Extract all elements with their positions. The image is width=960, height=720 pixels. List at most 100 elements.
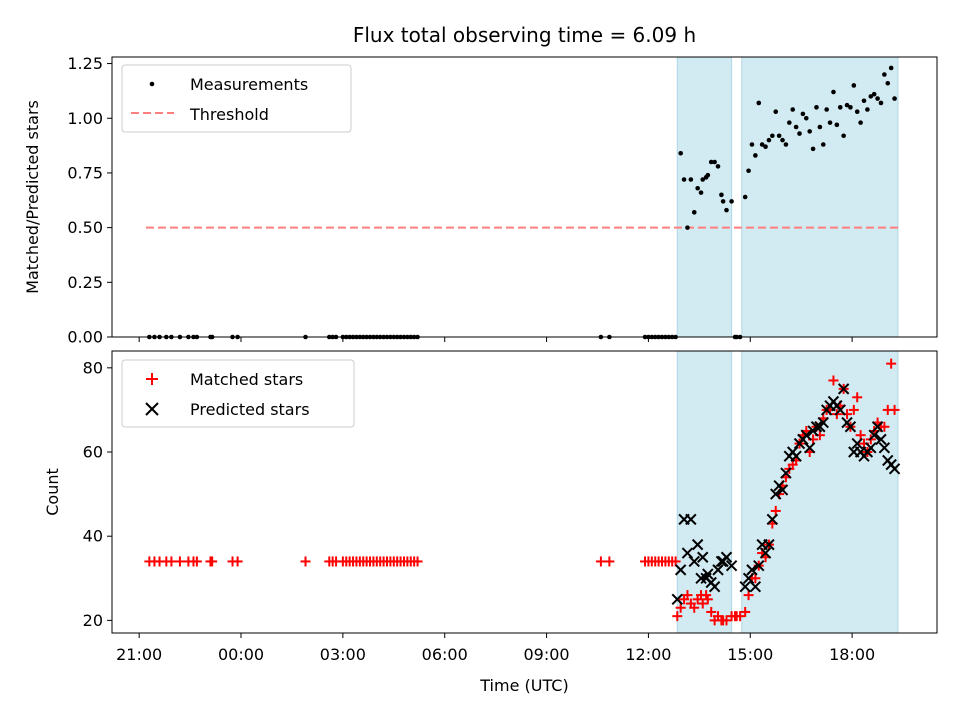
legend-label-predicted: Predicted stars bbox=[190, 400, 310, 419]
measurement-point bbox=[875, 96, 880, 101]
measurement-point bbox=[837, 105, 843, 110]
measurement-point bbox=[787, 120, 792, 125]
shaded-interval-1 bbox=[741, 350, 899, 634]
matched-star-point bbox=[889, 404, 900, 415]
predicted-star-point bbox=[888, 463, 901, 475]
legend-marker-predicted bbox=[145, 402, 159, 416]
matched-star-point bbox=[689, 602, 700, 613]
measurement-point bbox=[678, 150, 683, 156]
matched-star-point bbox=[848, 404, 859, 415]
measurement-point bbox=[865, 107, 870, 112]
top-plot-frame bbox=[111, 56, 938, 338]
measurement-point bbox=[858, 120, 863, 125]
matched-star-point bbox=[721, 615, 732, 626]
matched-star-point bbox=[412, 556, 423, 567]
measurement-point bbox=[800, 111, 806, 117]
matched-star-point bbox=[682, 590, 693, 601]
measurement-point bbox=[749, 142, 755, 147]
chart-title: Flux total observing time = 6.09 h bbox=[353, 23, 696, 47]
matched-star-point bbox=[855, 430, 866, 441]
predicted-star-point bbox=[865, 442, 877, 454]
matched-star-point bbox=[174, 556, 185, 567]
matched-star-point bbox=[672, 611, 683, 622]
matched-star-point bbox=[702, 594, 713, 605]
measurement-point bbox=[871, 91, 877, 97]
predicted-star-point bbox=[759, 547, 772, 559]
predicted-star-point bbox=[766, 513, 779, 526]
measurement-point bbox=[868, 94, 874, 99]
predicted-star-point bbox=[810, 421, 823, 433]
measurement-point bbox=[820, 142, 826, 147]
x-axis-label: Time (UTC) bbox=[479, 676, 568, 695]
top-y-ticks: 0.00 0.25 0.50 0.75 1.00 1.25 bbox=[67, 54, 112, 347]
measurement-point bbox=[885, 80, 891, 86]
x-tick-label: 15:00 bbox=[727, 645, 773, 664]
measurement-point bbox=[691, 210, 697, 215]
matched-star-point bbox=[886, 358, 897, 369]
x-tick-label: 03:00 bbox=[320, 645, 366, 664]
matched-star-point bbox=[743, 590, 754, 601]
measurement-point bbox=[681, 177, 687, 182]
predicted-star-point bbox=[871, 421, 884, 433]
predicted-star-point bbox=[697, 551, 709, 563]
predicted-star-point bbox=[674, 564, 687, 576]
measurement-point bbox=[878, 100, 884, 106]
y-tick-label: 0.25 bbox=[67, 273, 103, 292]
measurement-point bbox=[882, 72, 887, 77]
y-tick-label: 0.75 bbox=[67, 163, 103, 182]
measurement-point bbox=[685, 225, 690, 230]
top-legend: Measurements Threshold bbox=[121, 64, 352, 133]
measurement-point bbox=[708, 159, 714, 165]
measurement-point bbox=[753, 153, 758, 158]
measurement-point bbox=[797, 131, 802, 136]
top-panel: 0.00 0.25 0.50 0.75 1.00 1.25 Matched/Predict… bbox=[23, 54, 938, 347]
predicted-star-point bbox=[712, 564, 724, 576]
predicted-star-point bbox=[837, 383, 850, 395]
y-tick-label: 0.00 bbox=[67, 328, 103, 347]
measurement-point bbox=[759, 142, 765, 147]
measurement-point bbox=[720, 199, 726, 204]
predicted-star-point bbox=[875, 433, 887, 446]
predicted-star-point bbox=[763, 538, 775, 551]
predicted-star-point bbox=[834, 404, 846, 416]
bottom-legend: Matched stars Predicted stars bbox=[121, 359, 355, 428]
bottom-panel: 20 40 60 80 21:00 00:00 03:00 06:00 09:00 12:00 1… bbox=[43, 350, 938, 695]
measurement-point bbox=[729, 199, 734, 204]
bottom-y-ticks: 20 40 60 80 bbox=[83, 358, 112, 630]
matched-star-point bbox=[750, 573, 761, 584]
measurement-point bbox=[831, 89, 836, 95]
measurement-point bbox=[834, 122, 840, 128]
predicted-star-point bbox=[817, 416, 829, 429]
predicted-star-point bbox=[780, 467, 792, 479]
y-tick-label: 1.00 bbox=[67, 109, 103, 128]
predicted-star-point bbox=[688, 555, 700, 568]
matched-star-point bbox=[166, 556, 177, 567]
measurement-point bbox=[807, 129, 812, 134]
measurement-point bbox=[814, 105, 819, 110]
top-x-ticks bbox=[138, 337, 853, 342]
predicted-star-point bbox=[749, 580, 762, 593]
legend-label-threshold: Threshold bbox=[189, 105, 269, 124]
x-tick-label: 21:00 bbox=[116, 645, 162, 664]
x-tick-label: 09:00 bbox=[524, 645, 570, 664]
predicted-stars-points bbox=[671, 383, 901, 606]
measurement-point bbox=[712, 159, 717, 165]
measurement-point bbox=[861, 98, 867, 104]
matched-star-point bbox=[207, 556, 218, 567]
predicted-star-point bbox=[702, 568, 714, 580]
bottom-y-axis-label: Count bbox=[43, 468, 62, 516]
bottom-plot-frame bbox=[111, 350, 938, 634]
predicted-star-point bbox=[681, 547, 694, 559]
y-tick-label: 60 bbox=[83, 443, 103, 462]
legend-label-matched: Matched stars bbox=[190, 370, 303, 389]
measurement-point bbox=[719, 192, 724, 198]
y-tick-label: 20 bbox=[83, 611, 103, 630]
measurement-point bbox=[756, 100, 762, 106]
measurements-points bbox=[147, 65, 897, 340]
legend-label-measurements: Measurements bbox=[190, 75, 308, 94]
measurement-point bbox=[746, 168, 751, 174]
predicted-star-point bbox=[742, 572, 755, 584]
shaded-interval-0 bbox=[676, 56, 733, 338]
matched-star-point bbox=[595, 556, 606, 567]
